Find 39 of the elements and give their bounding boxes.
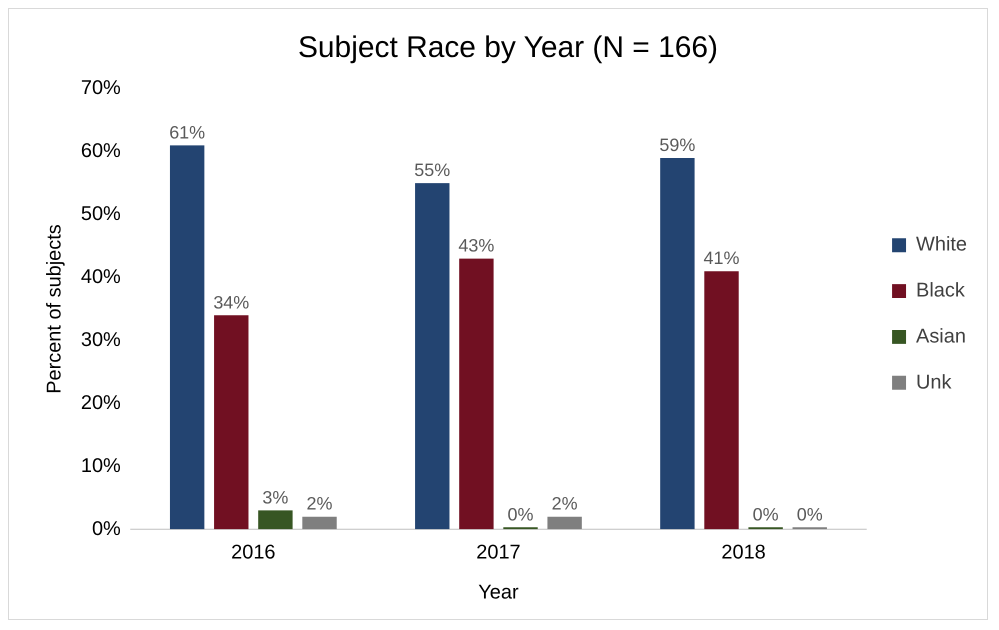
legend-label: Unk bbox=[916, 371, 952, 394]
x-tick-label: 2018 bbox=[721, 542, 766, 564]
data-label: 43% bbox=[458, 236, 494, 256]
y-tick-label: 10% bbox=[80, 454, 122, 477]
data-label: 2% bbox=[552, 494, 578, 514]
bar bbox=[415, 183, 450, 530]
data-label: 0% bbox=[796, 504, 823, 524]
y-tick-label: 60% bbox=[80, 140, 122, 162]
y-tick-label: 50% bbox=[80, 203, 122, 226]
bar bbox=[459, 258, 494, 530]
y-tick-label: 0% bbox=[92, 518, 122, 540]
bar bbox=[302, 516, 337, 530]
x-tick-label: 2016 bbox=[231, 542, 276, 564]
data-label: 41% bbox=[704, 248, 740, 268]
chart-title: Subject Race by Year (N = 166) bbox=[298, 31, 718, 64]
y-axis-title: Percent of subjects bbox=[43, 224, 66, 394]
bar bbox=[170, 145, 204, 530]
data-label: 3% bbox=[262, 487, 288, 508]
x-axis-title: Year bbox=[478, 582, 519, 604]
y-tick-label: 30% bbox=[80, 328, 122, 351]
data-label: 2% bbox=[306, 494, 333, 514]
legend-label: Asian bbox=[916, 325, 966, 348]
data-label: 59% bbox=[659, 134, 696, 155]
legend-label: Black bbox=[916, 280, 965, 302]
bar bbox=[214, 315, 248, 530]
data-label: 0% bbox=[752, 504, 779, 524]
legend-label: White bbox=[916, 234, 968, 256]
bar bbox=[258, 510, 293, 530]
data-label: 34% bbox=[213, 292, 250, 312]
y-tick-label: 20% bbox=[80, 392, 122, 414]
y-tick-label: 70% bbox=[80, 77, 122, 100]
data-label: 55% bbox=[414, 160, 450, 180]
bar bbox=[660, 158, 695, 530]
bar bbox=[547, 516, 582, 530]
y-tick-label: 40% bbox=[80, 266, 122, 288]
data-label: 61% bbox=[169, 122, 206, 142]
data-label: 0% bbox=[508, 504, 534, 524]
x-tick-label: 2017 bbox=[476, 542, 521, 564]
bar bbox=[704, 271, 739, 530]
